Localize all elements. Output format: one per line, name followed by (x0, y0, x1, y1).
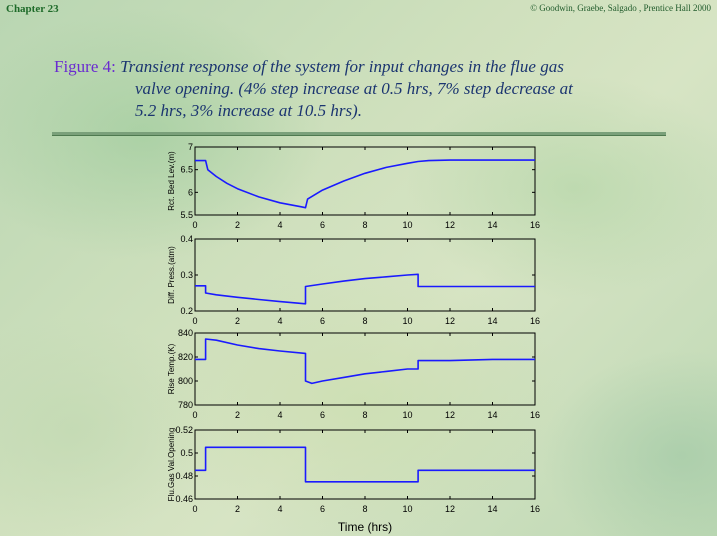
x-tick-label: 16 (530, 220, 540, 230)
y-tick-label: 0.3 (180, 270, 193, 280)
x-tick-label: 14 (487, 220, 497, 230)
x-tick-label: 6 (320, 316, 325, 326)
y-tick-label: 800 (178, 376, 193, 386)
x-tick-label: 0 (192, 316, 197, 326)
chart-panel-2: 0 2 4 6 8 10 12 14 16 0.2 0.3 0.4 Diff. Press.(atm) (167, 234, 540, 326)
caption-line-2: valve opening. (4% step increase at 0.5 … (135, 79, 573, 98)
plot-frame (194, 146, 536, 216)
x-tick-label: 2 (235, 220, 240, 230)
x-tick-label: 4 (277, 504, 282, 514)
y-tick-label: 0.46 (175, 494, 193, 504)
plot-frame (194, 332, 536, 406)
x-tick-label: 10 (402, 316, 412, 326)
x-tick-label: 6 (320, 220, 325, 230)
x-tick-label: 6 (320, 410, 325, 420)
x-tick-label: 14 (487, 410, 497, 420)
x-tick-label: 8 (362, 220, 367, 230)
x-tick-label: 0 (192, 410, 197, 420)
y-tick-label: 6 (188, 187, 193, 197)
x-tick-label: 14 (487, 504, 497, 514)
series-line (195, 338, 535, 385)
y-tick-label: 840 (178, 328, 193, 338)
x-tick-label: 2 (235, 504, 240, 514)
y-tick-label: 0.5 (180, 448, 193, 458)
y-tick-label: 0.4 (180, 234, 193, 244)
y-tick-label: 5.5 (180, 210, 193, 220)
y-axis-label: Diff. Press.(atm) (167, 246, 176, 304)
copyright-notice: © Goodwin, Graebe, Salgado , Prentice Ha… (530, 3, 711, 13)
series-line (195, 159, 535, 209)
x-tick-label: 8 (362, 504, 367, 514)
y-tick-label: 0.52 (175, 425, 193, 435)
x-tick-label: 12 (445, 220, 455, 230)
plot-frame (194, 238, 536, 312)
x-tick-label: 0 (192, 220, 197, 230)
x-tick-label: 16 (530, 410, 540, 420)
x-tick-label: 8 (362, 316, 367, 326)
x-tick-label: 0 (192, 504, 197, 514)
x-tick-label: 10 (402, 504, 412, 514)
x-axis-label: Time (hrs) (338, 520, 392, 534)
x-tick-label: 16 (530, 316, 540, 326)
y-tick-label: 780 (178, 400, 193, 410)
x-tick-label: 16 (530, 504, 540, 514)
x-tick-label: 14 (487, 316, 497, 326)
y-tick-label: 6.5 (180, 165, 193, 175)
x-tick-label: 6 (320, 504, 325, 514)
x-tick-label: 12 (445, 316, 455, 326)
y-tick-label: 7 (188, 142, 193, 152)
x-tick-label: 8 (362, 410, 367, 420)
x-tick-label: 10 (402, 410, 412, 420)
x-tick-label: 2 (235, 316, 240, 326)
series-line (195, 273, 535, 305)
x-tick-label: 12 (445, 410, 455, 420)
y-axis-label: Flu.Gas Val.Opening (167, 428, 176, 502)
chart-panel-1: 0 2 4 6 8 10 12 14 16 5.5 6 6.5 7 Rct. Bed Lev.(m) (167, 142, 540, 230)
plot-frame (194, 429, 536, 500)
chapter-label: Chapter 23 (6, 3, 59, 15)
y-tick-label: 820 (178, 352, 193, 362)
figure-label: Figure 4: (54, 57, 116, 76)
x-tick-label: 10 (402, 220, 412, 230)
x-tick-label: 12 (445, 504, 455, 514)
caption-line-3: 5.2 hrs, 3% increase at 10.5 hrs). (135, 101, 362, 120)
y-axis-label: Rise Temp.(K) (167, 343, 176, 394)
x-tick-label: 4 (277, 220, 282, 230)
series-line (195, 446, 535, 483)
figure-caption: Figure 4: Transient response of the syst… (54, 56, 684, 122)
y-tick-label: 0.2 (180, 306, 193, 316)
divider-rule (52, 132, 666, 136)
caption-line-1: Transient response of the system for inp… (120, 57, 564, 76)
x-tick-label: 4 (277, 316, 282, 326)
y-tick-label: 0.48 (175, 471, 193, 481)
x-tick-label: 2 (235, 410, 240, 420)
x-tick-label: 4 (277, 410, 282, 420)
y-axis-label: Rct. Bed Lev.(m) (167, 151, 176, 211)
